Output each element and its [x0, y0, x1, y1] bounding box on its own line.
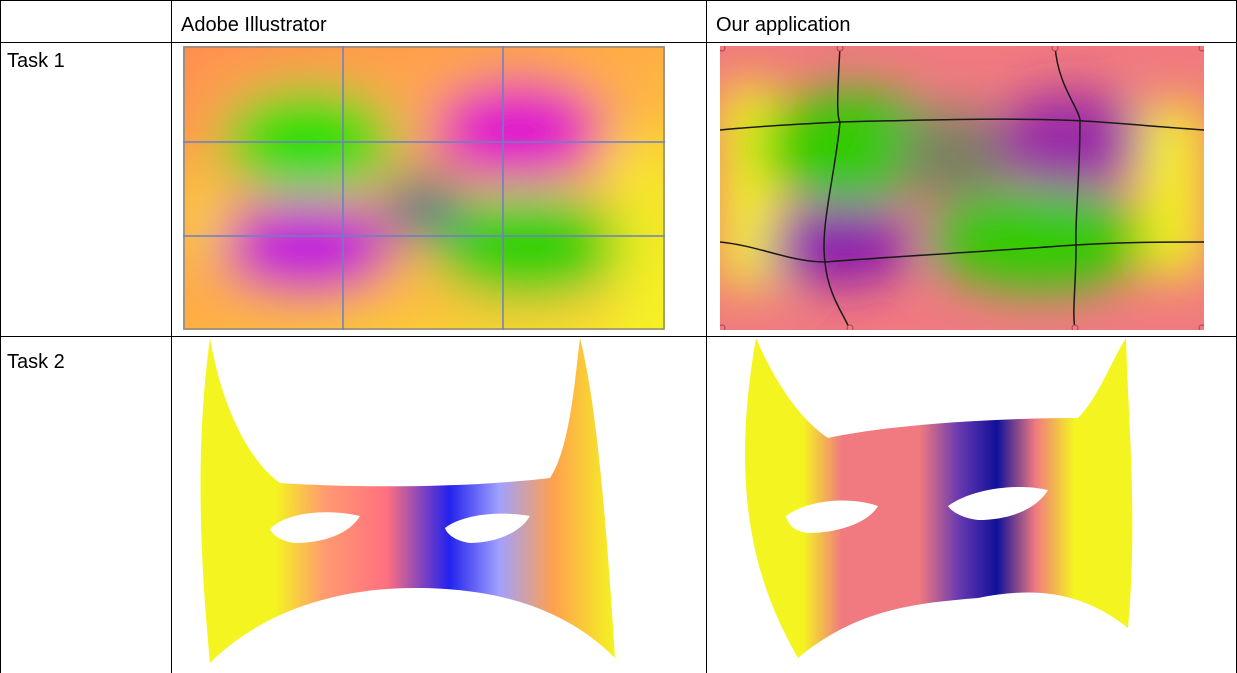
- table-border-col1: [171, 0, 172, 673]
- task2-our-application-mask: [718, 338, 1204, 668]
- table-border-top: [0, 0, 1237, 1]
- header-our-application: Our application: [716, 14, 851, 36]
- row-label-task-1: Task 1: [7, 50, 65, 72]
- table-border-left: [0, 0, 1, 673]
- row-label-task-2: Task 2: [7, 351, 65, 373]
- header-adobe-illustrator: Adobe Illustrator: [181, 14, 327, 36]
- table-border-row: [0, 336, 1237, 337]
- table-border-col2: [706, 0, 707, 673]
- task1-our-application-mesh: [720, 46, 1204, 330]
- task1-illustrator-mesh: [183, 46, 665, 330]
- task2-illustrator-mask: [175, 338, 655, 668]
- table-border-header: [0, 42, 1237, 43]
